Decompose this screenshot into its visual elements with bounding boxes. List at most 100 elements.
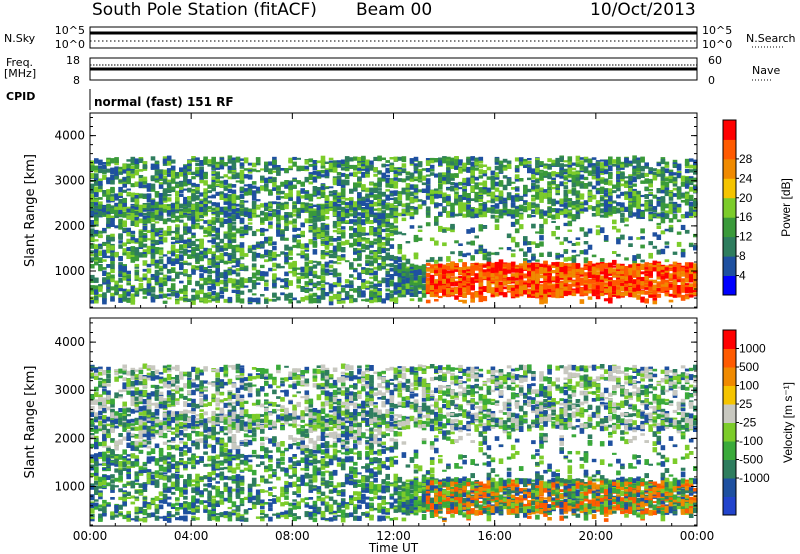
power-cell xyxy=(134,220,140,225)
power-cell xyxy=(175,225,180,230)
power-cell xyxy=(385,282,390,288)
power-cell xyxy=(304,295,310,301)
power-cell xyxy=(361,200,366,206)
power-cell xyxy=(284,225,289,231)
power-cell xyxy=(567,229,573,232)
power-cell xyxy=(349,209,354,213)
power-cell xyxy=(442,285,447,290)
power-cell xyxy=(535,179,540,184)
power-cell xyxy=(543,264,548,271)
power-cell xyxy=(170,186,176,191)
power-cell xyxy=(118,179,123,183)
power-cell xyxy=(405,277,411,284)
power-cell xyxy=(429,190,435,194)
power-cell xyxy=(531,270,536,274)
power-cell xyxy=(328,272,334,275)
power-cell xyxy=(215,180,220,183)
power-cell xyxy=(243,253,249,257)
power-cell xyxy=(332,177,338,181)
power-cell xyxy=(183,289,188,295)
power-cell xyxy=(340,162,346,167)
power-cell xyxy=(215,271,220,277)
power-cell xyxy=(247,226,253,231)
power-cell xyxy=(450,161,455,166)
power-cell xyxy=(458,159,463,166)
power-cell xyxy=(349,274,354,278)
power-cell xyxy=(523,261,528,265)
power-cell xyxy=(498,263,504,268)
power-cell xyxy=(134,214,140,219)
power-cell xyxy=(324,196,330,201)
power-cell xyxy=(575,163,581,168)
power-cell xyxy=(498,190,504,197)
power-cell xyxy=(349,262,354,268)
power-cell xyxy=(555,289,560,294)
power-cell xyxy=(162,274,168,277)
power-cell xyxy=(357,258,362,261)
power-cell xyxy=(158,272,164,275)
power-cell xyxy=(106,283,111,288)
power-cell xyxy=(150,293,156,298)
power-cell xyxy=(203,230,208,234)
power-cell xyxy=(377,281,382,285)
power-cell xyxy=(272,292,277,298)
power-cell xyxy=(409,211,415,217)
power-cell xyxy=(555,200,560,205)
power-cell xyxy=(223,271,229,276)
power-cell xyxy=(357,200,362,206)
power-cell xyxy=(543,267,548,274)
power-cell xyxy=(170,285,176,291)
power-cell xyxy=(567,166,573,172)
power-cell xyxy=(332,294,338,300)
power-cell xyxy=(377,249,382,255)
power-cell xyxy=(425,174,431,177)
power-cell xyxy=(231,260,237,263)
power-cell xyxy=(243,191,249,196)
power-cell xyxy=(567,284,573,289)
power-cell xyxy=(523,284,528,290)
power-cell xyxy=(446,288,451,295)
power-cell xyxy=(357,277,362,280)
power-cell xyxy=(130,165,136,169)
power-cell xyxy=(344,180,350,186)
power-cell xyxy=(296,235,301,238)
power-cell xyxy=(397,212,403,217)
power-cell xyxy=(543,163,548,166)
power-cell xyxy=(300,266,305,273)
power-cell xyxy=(466,198,471,201)
power-cell xyxy=(264,287,269,291)
power-cell xyxy=(146,238,152,241)
power-cell xyxy=(90,291,95,295)
power-cell xyxy=(231,205,237,211)
power-cell xyxy=(353,171,358,177)
power-cell xyxy=(227,207,233,212)
power-cell xyxy=(90,194,95,198)
power-cell xyxy=(369,240,374,246)
power-cell xyxy=(175,258,180,265)
power-cell xyxy=(304,249,310,252)
power-cell xyxy=(466,269,471,274)
power-cell xyxy=(506,280,512,284)
power-cell xyxy=(114,225,119,229)
power-returns xyxy=(90,155,698,306)
power-cell xyxy=(470,255,475,261)
power-cell xyxy=(328,204,334,211)
power-cell xyxy=(567,267,573,272)
power-cell xyxy=(389,179,395,185)
power-cell xyxy=(328,162,334,169)
power-cell xyxy=(227,183,233,187)
power-cell xyxy=(199,206,204,213)
power-cell xyxy=(498,181,504,187)
power-cell xyxy=(434,173,439,178)
power-cell xyxy=(563,269,569,275)
power-cell xyxy=(203,292,208,297)
power-cell xyxy=(239,217,245,222)
power-cell xyxy=(502,197,508,203)
power-cell xyxy=(361,299,366,302)
power-cell xyxy=(409,179,415,182)
power-cell xyxy=(551,181,556,185)
power-cell xyxy=(134,271,140,277)
power-cell xyxy=(547,196,552,200)
power-cell xyxy=(365,232,370,236)
power-cell xyxy=(510,209,516,215)
